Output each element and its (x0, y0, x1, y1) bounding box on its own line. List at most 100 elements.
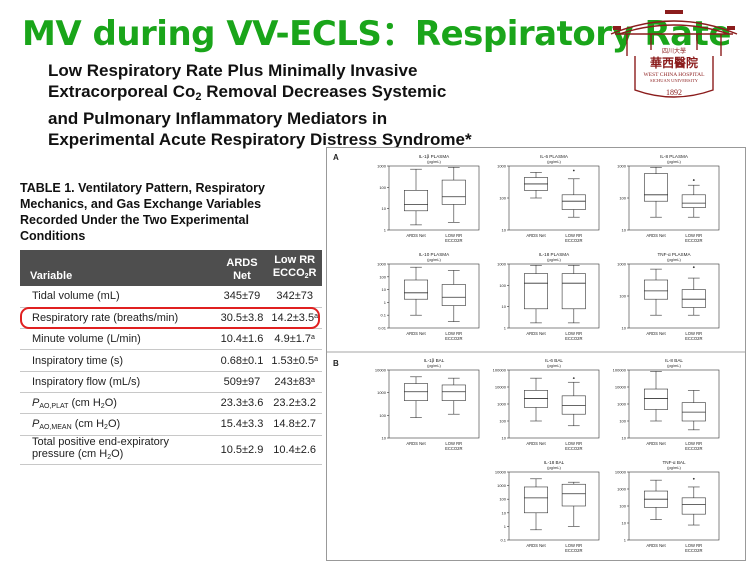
table-row: Total positive end-expiratory pressure (… (20, 435, 322, 465)
group-label: ARDS Net (646, 331, 666, 336)
tick-label: 10 (382, 436, 387, 441)
group-label: ARDS Net (526, 441, 546, 446)
tick-label: 1000 (497, 262, 507, 267)
tick-label: 10 (622, 521, 627, 526)
panel-unit: (pg/mL) (667, 159, 681, 164)
tick-label: 100 (499, 196, 506, 201)
tick-label: 100 (499, 497, 506, 502)
tick-label: 1000 (377, 262, 387, 267)
box (441, 284, 466, 306)
tick-label: 100 (379, 413, 386, 418)
group-label: LOW RR (685, 233, 702, 238)
tick-label: 100 (619, 504, 626, 509)
panel-unit: (pg/mL) (547, 159, 561, 164)
group-label: ARDS Net (646, 543, 666, 548)
group-label: LOW RR (565, 233, 582, 238)
group-label: ARDS Net (646, 233, 666, 238)
box (524, 486, 549, 514)
tick-label: 10000 (375, 368, 387, 373)
group-label: LOW RR (565, 331, 582, 336)
group-label: ECCO2R (445, 336, 462, 341)
box (441, 384, 466, 401)
tick-label: 100 (499, 283, 506, 288)
outlier-point (692, 477, 695, 480)
header-variable: Variable (20, 250, 217, 286)
table-row: PAO,MEAN (cm H2O) 15.4±3.3 14.8±2.7 (20, 413, 322, 436)
tick-label: 10000 (615, 470, 627, 475)
paper-title-line-2: Extracorporeal Co2 Removal Decreases Sys… (48, 82, 447, 103)
outlier-point (572, 377, 575, 380)
tick-label: 0.01 (378, 326, 387, 331)
panel-title: IL-18 PLASMA (539, 252, 570, 257)
panel-a-label: A (333, 153, 339, 162)
panel-axes (388, 369, 480, 439)
paper-title-line-3: and Pulmonary Inflammatory Mediators in (48, 109, 388, 128)
group-label: LOW RR (565, 543, 582, 548)
tick-label: 1000 (617, 487, 627, 492)
group-label: ECCO2R (685, 238, 702, 243)
box (524, 273, 549, 310)
tick-label: 10000 (495, 470, 507, 475)
box (643, 388, 668, 410)
box (643, 173, 668, 202)
tick-label: 100 (379, 274, 386, 279)
tick-label: 1000 (497, 402, 507, 407)
tick-label: 1000 (377, 390, 387, 395)
panel-title: TNF-α BAL (662, 460, 686, 465)
tick-label: 1000 (497, 483, 507, 488)
group-label: ECCO2R (445, 238, 462, 243)
tick-label: 10 (502, 436, 507, 441)
group-label: LOW RR (685, 441, 702, 446)
table-caption: TABLE 1. Ventilatory Pattern, Respirator… (20, 181, 265, 243)
outlier-point (572, 169, 575, 172)
group-label: LOW RR (565, 441, 582, 446)
panel-unit: (pg/mL) (547, 465, 561, 470)
tick-label: 10000 (615, 385, 627, 390)
tick-label: 10 (502, 304, 507, 309)
tick-label: 100000 (493, 368, 507, 373)
respiratory-rate-highlight (20, 307, 320, 329)
group-label: ECCO2R (565, 336, 582, 341)
panel-title: IL-18 BAL (544, 460, 565, 465)
group-label: ECCO2R (685, 548, 702, 553)
panel-unit: (pg/mL) (667, 363, 681, 368)
panel-unit: (pg/mL) (667, 257, 681, 262)
tick-label: 100 (499, 419, 506, 424)
tick-label: 10 (622, 228, 627, 233)
panel-title: IL-1β PLASMA (419, 154, 450, 159)
tick-label: 10 (382, 206, 387, 211)
table-row: Inspiratory time (s) 0.68±0.1 1.53±0.5a (20, 349, 322, 372)
group-label: LOW RR (445, 233, 462, 238)
panel-unit: (pg/mL) (547, 363, 561, 368)
panel-title: IL-6 PLASMA (540, 154, 569, 159)
group-label: ECCO2R (445, 446, 462, 451)
logo-year: 1892 (666, 88, 682, 97)
box (404, 279, 429, 300)
table-row: Tidal volume (mL) 345±79 342±73 (20, 286, 322, 308)
tick-label: 10 (622, 436, 627, 441)
group-label: ARDS Net (646, 441, 666, 446)
tick-label: 1 (624, 538, 627, 543)
table-row: Inspiratory flow (mL/s) 509±97 243±83a (20, 371, 322, 393)
panel-unit: (pg/mL) (427, 159, 441, 164)
tick-label: 10 (622, 326, 627, 331)
box (681, 497, 706, 515)
panel-unit: (pg/mL) (427, 363, 441, 368)
group-label: LOW RR (685, 543, 702, 548)
outlier-point (692, 266, 695, 269)
logo-name-en2: SICHUAN UNIVERSITY (650, 78, 699, 83)
box (561, 273, 586, 310)
tick-label: 100 (379, 185, 386, 190)
tick-label: 1 (384, 300, 387, 305)
group-label: LOW RR (445, 441, 462, 446)
group-label: ECCO2R (685, 446, 702, 451)
tick-label: 100 (619, 294, 626, 299)
box (561, 483, 586, 507)
group-label: ARDS Net (526, 543, 546, 548)
box (643, 279, 668, 300)
group-label: ARDS Net (526, 233, 546, 238)
box (441, 179, 466, 205)
boxplot-figure: A IL-1β PLASMA (pg/mL) 1000 100 10 1 ARDS Net LO… (326, 147, 746, 561)
group-label: ARDS Net (406, 331, 426, 336)
